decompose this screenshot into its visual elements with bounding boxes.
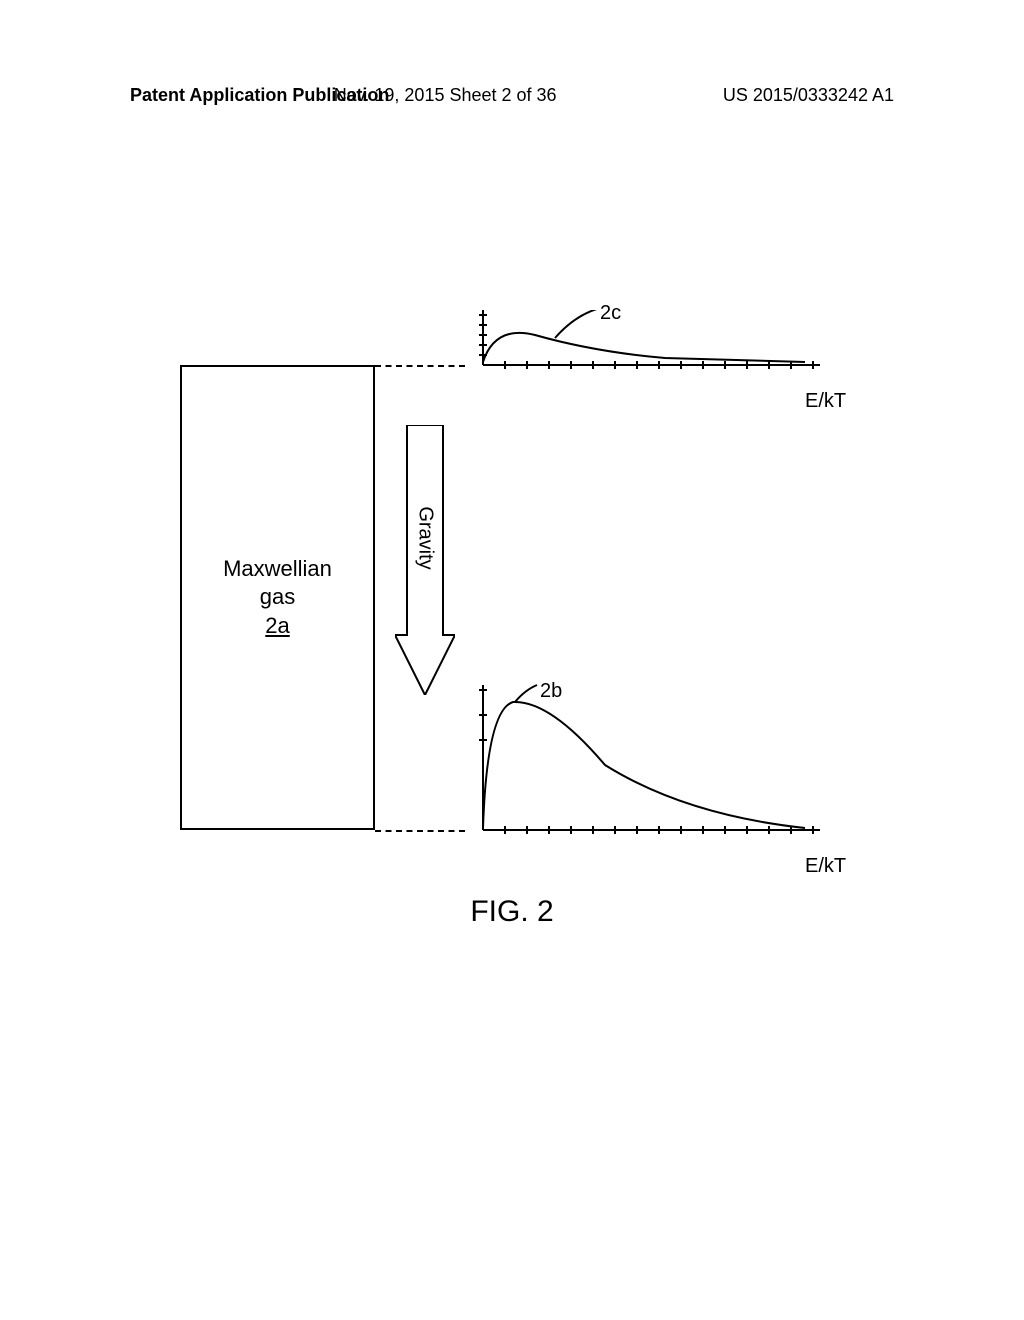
axis-label-ekt-bottom: E/kT xyxy=(805,855,846,878)
gravity-label: Gravity xyxy=(414,507,437,570)
header-right-text: US 2015/0333242 A1 xyxy=(723,85,894,106)
label-2b: 2b xyxy=(540,680,562,703)
axis-label-ekt-top: E/kT xyxy=(805,390,846,413)
gas-label-line3: 2a xyxy=(265,612,289,641)
gas-label-line1: Maxwellian xyxy=(223,555,332,584)
chart-top xyxy=(465,310,835,420)
chart-bottom xyxy=(465,680,835,845)
label-2c: 2c xyxy=(600,302,621,325)
gas-label-line2: gas xyxy=(260,583,295,612)
figure-caption: FIG. 2 xyxy=(470,895,553,929)
page-header: Patent Application Publication Nov. 19, … xyxy=(0,85,1024,106)
header-center-text: Nov. 19, 2015 Sheet 2 of 36 xyxy=(334,85,557,106)
dashed-connector-top xyxy=(375,365,465,367)
figure-container: Maxwellian gas 2a Gravity xyxy=(180,310,840,840)
gravity-arrow: Gravity xyxy=(395,425,455,695)
dashed-connector-bottom xyxy=(375,830,465,832)
maxwellian-gas-box: Maxwellian gas 2a xyxy=(180,365,375,830)
